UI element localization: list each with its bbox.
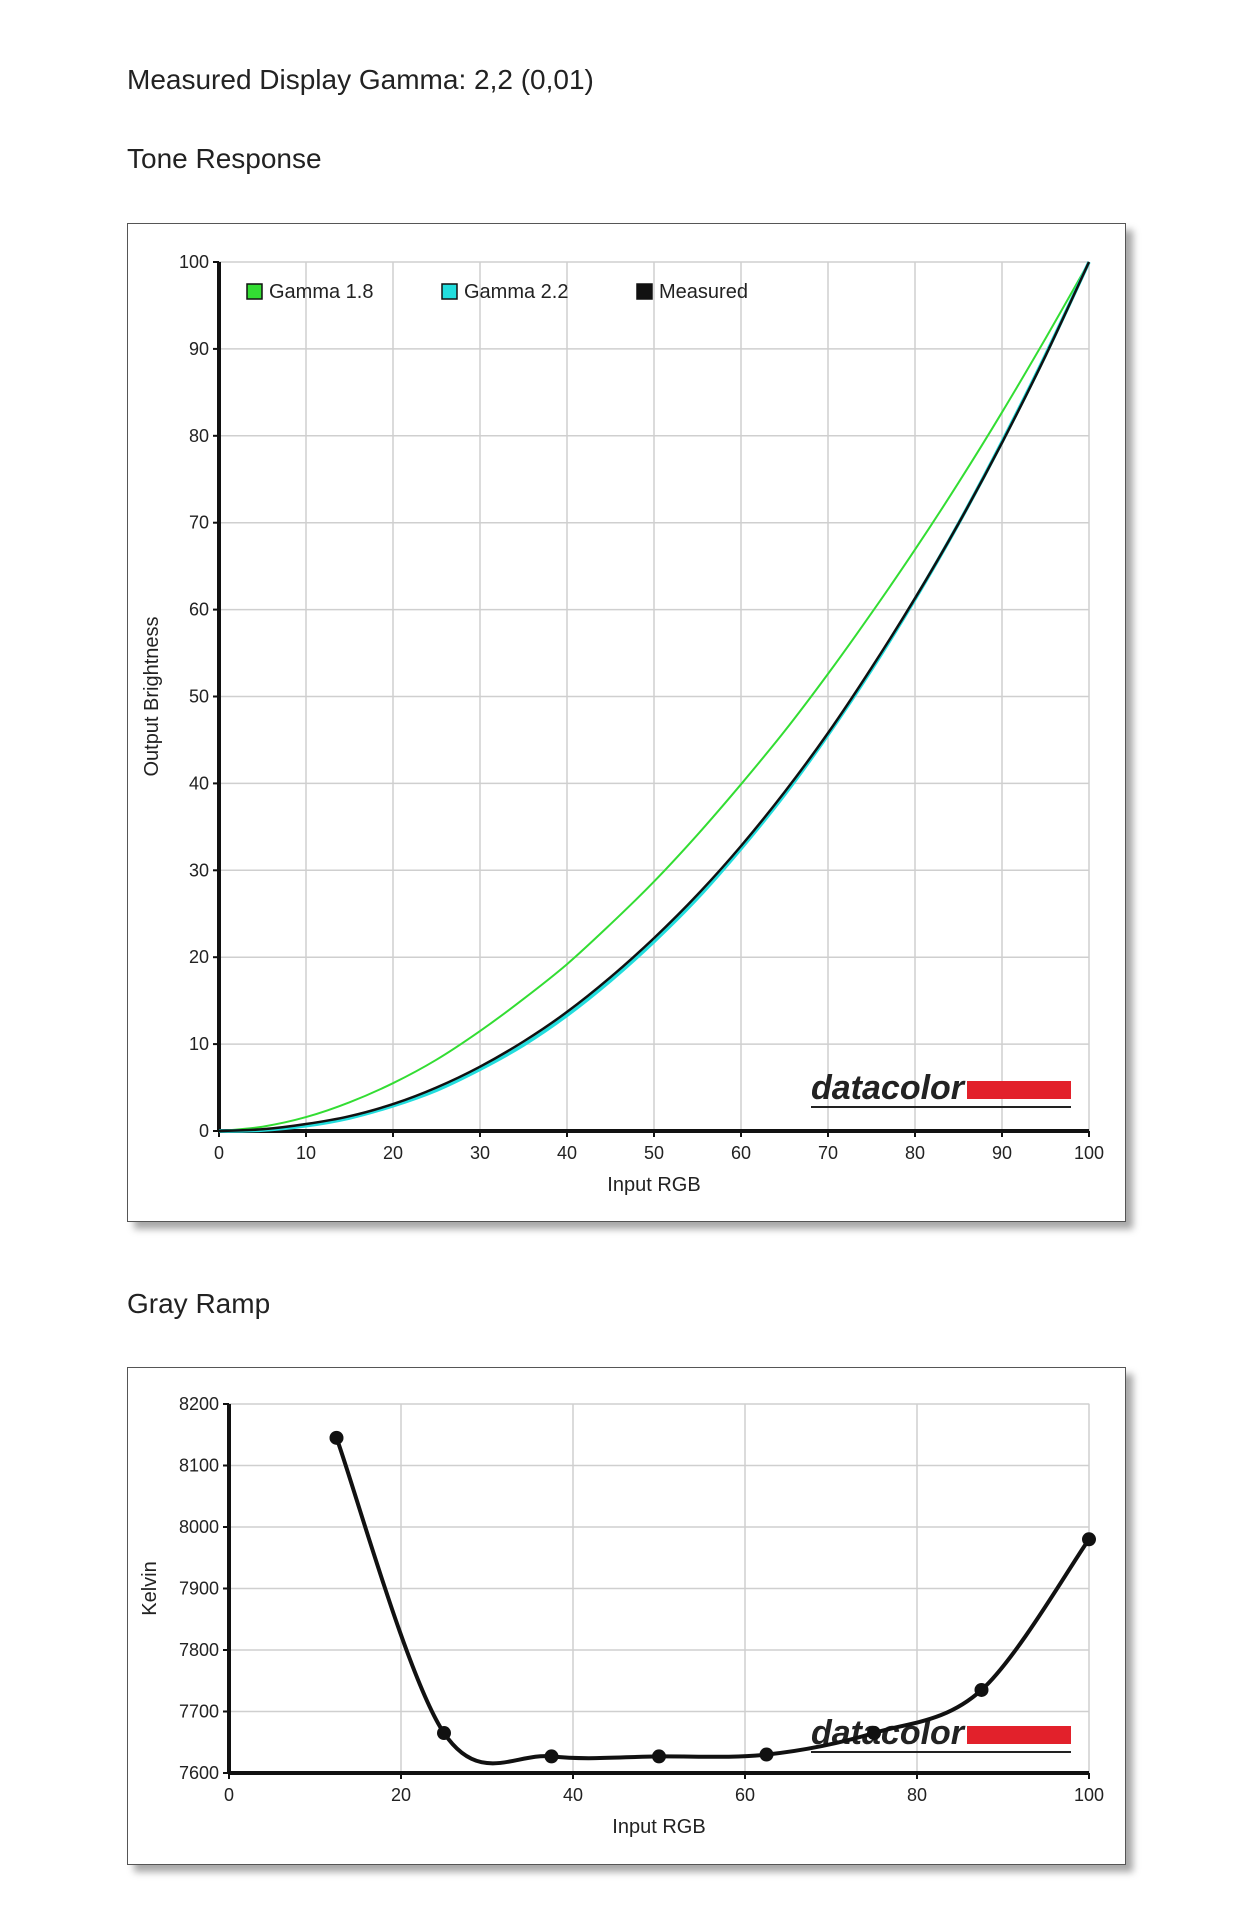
y-tick-label: 7700 (179, 1702, 219, 1722)
y-tick-label: 30 (189, 860, 209, 880)
y-tick-label: 7800 (179, 1640, 219, 1660)
y-tick-label: 8000 (179, 1517, 219, 1537)
y-tick-label: 20 (189, 947, 209, 967)
y-tick-label: 8100 (179, 1456, 219, 1476)
x-tick-label: 80 (905, 1143, 925, 1163)
x-tick-label: 80 (907, 1785, 927, 1805)
legend-label: Measured (659, 281, 748, 303)
y-tick-label: 8200 (179, 1394, 219, 1414)
y-axis-title: Output Brightness (141, 616, 163, 776)
y-tick-label: 7600 (179, 1763, 219, 1783)
x-tick-label: 60 (735, 1785, 755, 1805)
x-tick-label: 70 (818, 1143, 838, 1163)
x-tick-label: 100 (1074, 1785, 1104, 1805)
x-tick-label: 60 (731, 1143, 751, 1163)
measured-gamma-heading: Measured Display Gamma: 2,2 (0,01) (127, 64, 594, 95)
data-point (652, 1749, 666, 1764)
x-tick-label: 100 (1074, 1143, 1104, 1163)
data-point (759, 1747, 774, 1762)
y-tick-label: 40 (189, 773, 209, 793)
x-axis-title: Input RGB (612, 1816, 705, 1838)
series-line-gamma-1-8 (218, 261, 1090, 1132)
x-tick-label: 40 (557, 1143, 577, 1163)
x-tick-label: 40 (563, 1785, 583, 1805)
x-axis-title: Input RGB (607, 1174, 700, 1196)
x-tick-label: 20 (391, 1785, 411, 1805)
y-tick-label: 80 (189, 426, 209, 446)
x-tick-label: 20 (383, 1143, 403, 1163)
legend-label: Gamma 2.2 (464, 281, 568, 303)
y-tick-label: 10 (189, 1034, 209, 1054)
x-tick-label: 0 (214, 1143, 224, 1163)
gray-ramp-chart: 0 20 40 60 80 100 7600 7700 7800 7900 8000 8100 8200… (139, 1394, 1104, 1838)
x-tick-label: 10 (296, 1143, 316, 1163)
datacolor-logo-bar (967, 1081, 1071, 1099)
y-tick-label: 60 (189, 600, 209, 620)
data-point (867, 1726, 881, 1741)
datacolor-logo-bar (967, 1726, 1071, 1744)
legend-swatch (246, 283, 263, 300)
y-tick-label: 70 (189, 513, 209, 533)
tone-response-heading: Tone Response (127, 143, 322, 174)
data-point (544, 1749, 559, 1764)
data-point (974, 1682, 989, 1697)
y-tick-label: 90 (189, 339, 209, 359)
data-point (1082, 1532, 1096, 1547)
datacolor-logo-text: datacolor (811, 1714, 966, 1752)
gray-ramp-chart-panel: 0 20 40 60 80 100 7600 7700 7800 7900 8000 8100 8200… (127, 1367, 1126, 1865)
x-tick-label: 90 (992, 1143, 1012, 1163)
y-tick-label: 50 (189, 687, 209, 707)
data-point (437, 1726, 451, 1741)
y-tick-label: 0 (199, 1121, 209, 1141)
legend-swatch (441, 283, 458, 300)
y-tick-label: 7900 (179, 1579, 219, 1599)
y-tick-label: 100 (179, 252, 209, 272)
x-tick-label: 50 (644, 1143, 664, 1163)
legend-swatch (636, 283, 653, 300)
x-tick-label: 0 (224, 1785, 234, 1805)
x-tick-label: 30 (470, 1143, 490, 1163)
tone-response-chart-panel: 0 10 20 30 40 50 60 70 80 90 100 0 10 20 30 40 50 60 70 80 9… (127, 223, 1126, 1222)
datacolor-logo-text: datacolor (811, 1069, 966, 1107)
tone-response-chart: 0 10 20 30 40 50 60 70 80 90 100 0 10 20 30 40 50 60 70 80 9… (141, 252, 1104, 1196)
legend-label: Gamma 1.8 (269, 281, 373, 303)
data-point (329, 1430, 344, 1445)
y-axis-title: Kelvin (139, 1561, 161, 1615)
series-line-measured (218, 261, 1091, 1133)
gray-ramp-heading: Gray Ramp (127, 1288, 271, 1319)
